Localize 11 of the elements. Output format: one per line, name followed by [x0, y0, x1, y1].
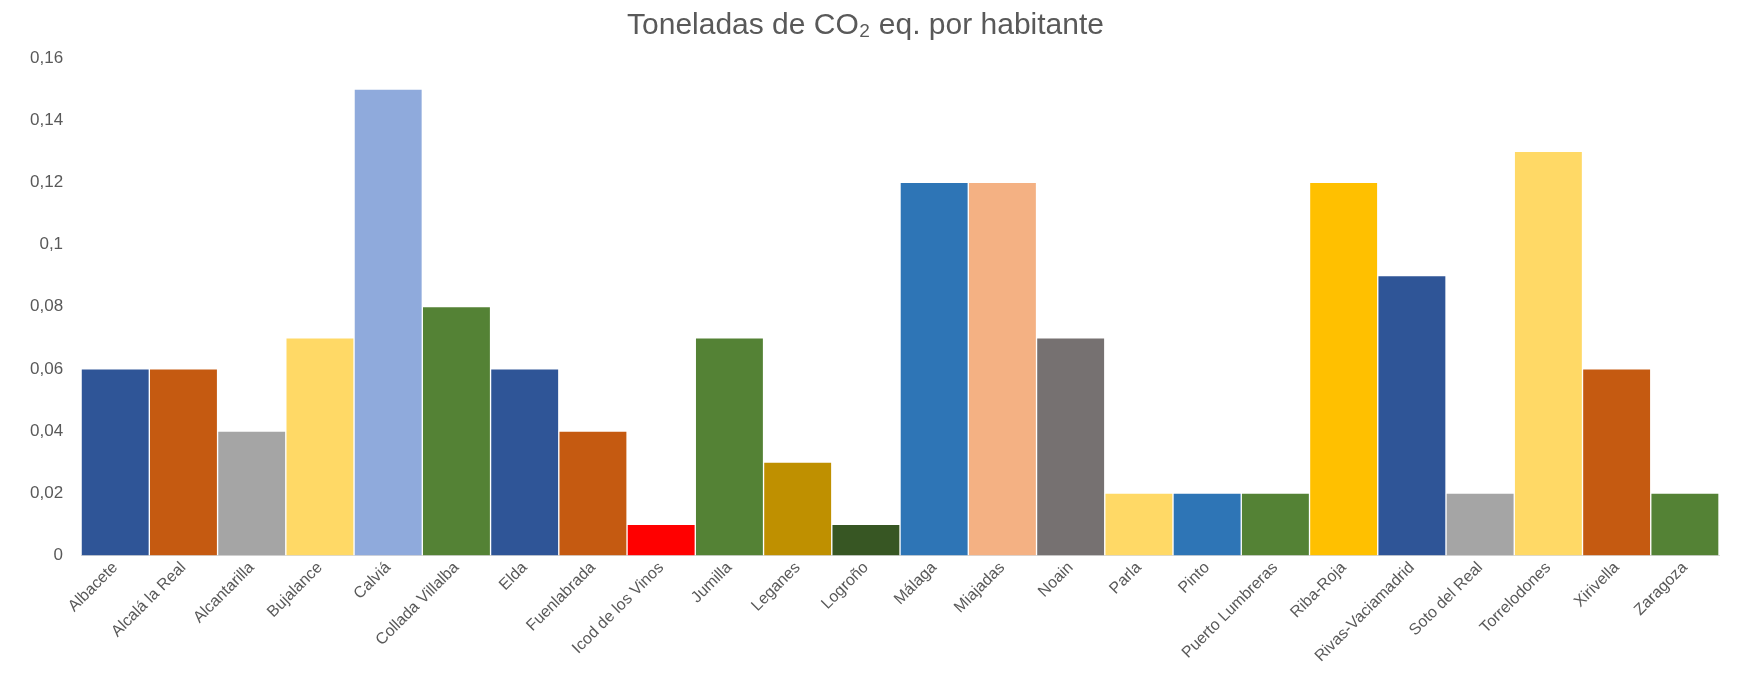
y-tick-label: 0,1: [39, 234, 64, 254]
y-tick-label: 0,14: [29, 109, 64, 129]
y-tick-label: 0: [53, 545, 64, 565]
chart-title: Toneladas de CO₂ eq. por habitante: [627, 7, 1104, 41]
y-tick-label: 0,12: [29, 172, 64, 192]
y-tick-label: 0,08: [29, 296, 64, 316]
y-tick-label: 0,02: [29, 482, 64, 502]
x-tick-label: Elda: [495, 558, 530, 593]
y-tick-label: 0,04: [29, 420, 64, 440]
y-tick-label: 0,16: [29, 47, 64, 67]
y-tick-label: 0,06: [29, 358, 64, 378]
